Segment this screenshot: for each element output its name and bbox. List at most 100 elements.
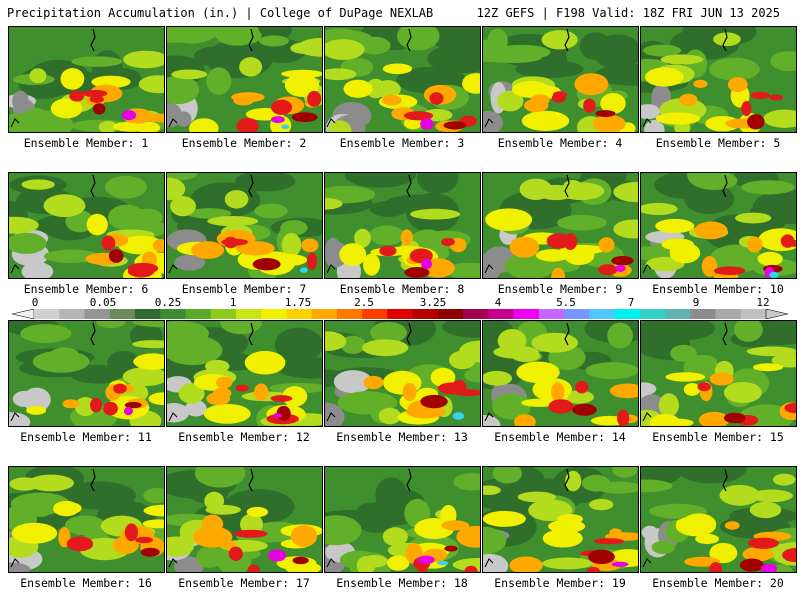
precip-field (429, 92, 444, 105)
precip-field (382, 94, 402, 106)
precip-field (750, 91, 771, 100)
precip-field (443, 121, 467, 130)
ensemble-panel-18 (324, 466, 481, 573)
precip-field (122, 367, 164, 387)
precip-field (98, 120, 118, 132)
precip-field (216, 376, 233, 389)
lake-michigan-outline (406, 28, 412, 52)
precip-field (676, 467, 747, 484)
colorbar-swatch (311, 309, 338, 319)
precip-field (299, 267, 308, 273)
precip-field (290, 525, 318, 548)
coastline (10, 558, 20, 568)
precip-field (143, 488, 164, 504)
precip-field (69, 90, 85, 102)
precip-field (742, 546, 774, 562)
precip-field (292, 556, 309, 565)
precip-field (167, 177, 186, 201)
ensemble-panel-17 (166, 466, 323, 573)
precip-field (658, 393, 680, 418)
precip-map (167, 173, 322, 278)
precip-field (613, 219, 638, 239)
colorbar-swatch (614, 309, 641, 319)
colorbar-tick-label: 4 (494, 296, 502, 309)
precip-map (167, 321, 322, 426)
precip-field (444, 545, 458, 552)
colorbar-swatch (134, 309, 161, 319)
precip-field (723, 381, 762, 404)
lake-michigan-outline (722, 468, 728, 492)
precip-field (453, 473, 480, 491)
precip-field (574, 73, 609, 96)
precip-field (586, 566, 600, 572)
precip-field (615, 264, 626, 272)
precip-field (30, 502, 52, 517)
precip-map (325, 173, 480, 278)
precip-field (9, 412, 31, 426)
ensemble-panel-9 (482, 172, 639, 279)
precip-field (254, 383, 269, 401)
colorbar-swatch (261, 309, 287, 319)
precip-field (50, 98, 83, 119)
precip-field (325, 39, 365, 60)
colorbar-swatch (387, 309, 414, 319)
lake-michigan-outline (722, 322, 728, 346)
precip-field (71, 56, 123, 67)
precip-field (328, 120, 352, 132)
precip-field (483, 510, 526, 527)
colorbar-tick-label: 0.25 (154, 296, 182, 309)
colorbar-tick-label: 7 (627, 296, 635, 309)
lake-michigan-outline (90, 174, 96, 198)
ensemble-panel-10 (640, 172, 797, 279)
precip-field (387, 555, 410, 571)
colorbar-swatch (59, 309, 85, 319)
precip-field (167, 402, 190, 423)
precip-map (325, 321, 480, 426)
colorbar-swatch (286, 309, 313, 319)
ensemble-panel-8 (324, 172, 481, 279)
precip-field (769, 94, 784, 101)
precip-field (105, 175, 147, 199)
precip-field (684, 556, 721, 567)
precip-field (509, 556, 543, 572)
precip-field (421, 258, 432, 270)
precip-field (686, 173, 711, 187)
precip-field (693, 79, 708, 89)
precip-field (185, 400, 207, 417)
ensemble-member-label: Ensemble Member: 8 (339, 282, 465, 296)
ensemble-panel-20 (640, 466, 797, 573)
precip-field (12, 390, 36, 407)
ensemble-member-label: Ensemble Member: 5 (655, 136, 781, 150)
precip-field (420, 394, 448, 409)
precip-field (378, 407, 402, 425)
lake-michigan-outline (248, 468, 254, 492)
precip-field (192, 526, 233, 548)
precip-field (224, 190, 249, 209)
precip-field (124, 523, 139, 542)
precip-field (174, 556, 205, 572)
precip-field (492, 393, 532, 420)
precip-field (325, 331, 347, 351)
precip-field (121, 110, 137, 121)
precip-field (307, 90, 322, 107)
precip-field (420, 118, 434, 130)
precip-field (557, 513, 583, 524)
precip-field (464, 368, 480, 383)
lake-michigan-outline (406, 468, 412, 492)
precip-field (244, 350, 286, 375)
colorbar-min-arrow (12, 309, 35, 319)
precip-field (655, 218, 695, 234)
ensemble-member-label: Ensemble Member: 4 (497, 136, 623, 150)
precip-field (236, 117, 259, 132)
precip-field (563, 390, 595, 404)
precip-field (746, 236, 763, 253)
precip-field (665, 372, 706, 382)
precip-field (382, 63, 413, 75)
precip-map (9, 27, 164, 132)
coastline (168, 558, 178, 568)
precip-field (483, 253, 502, 278)
precip-field (542, 557, 593, 570)
ensemble-panel-1 (8, 26, 165, 133)
colorbar-swatch (463, 309, 489, 319)
ensemble-member-label: Ensemble Member: 19 (494, 576, 626, 590)
